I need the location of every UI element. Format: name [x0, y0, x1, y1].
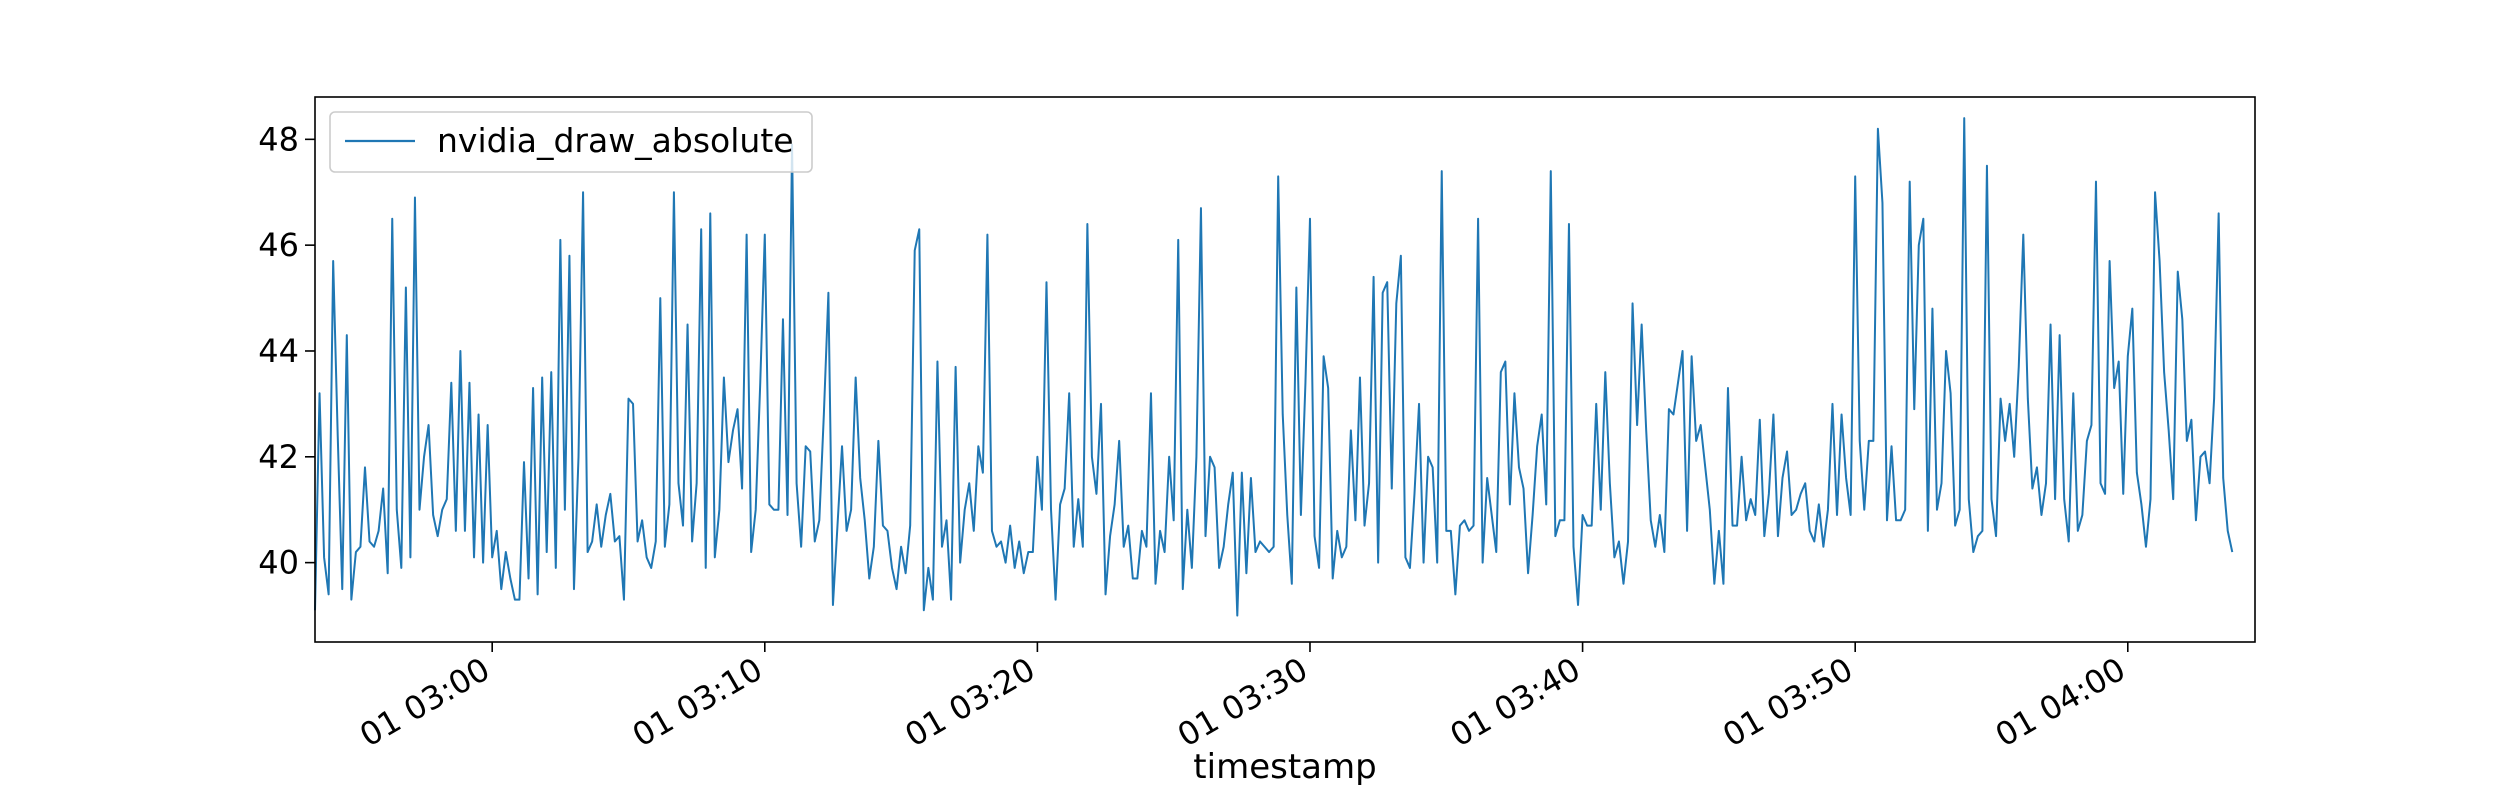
legend-box — [329, 111, 813, 173]
legend-label: nvidia_draw_absolute — [437, 121, 794, 160]
y-tick-label: 44 — [258, 332, 299, 370]
series-layer — [314, 117, 2234, 617]
y-tick-label: 48 — [258, 120, 299, 158]
plot-frame — [314, 96, 2256, 643]
y-tick-label: 40 — [258, 544, 299, 582]
y-tick-label: 42 — [258, 438, 299, 476]
y-axis: 40 42 44 46 48 — [258, 120, 315, 582]
series-line-nvidia-draw-absolute — [314, 117, 2234, 617]
y-tick-label: 46 — [258, 226, 299, 264]
x-axis-label: timestamp — [1193, 747, 1376, 787]
legend: nvidia_draw_absolute — [329, 111, 813, 173]
